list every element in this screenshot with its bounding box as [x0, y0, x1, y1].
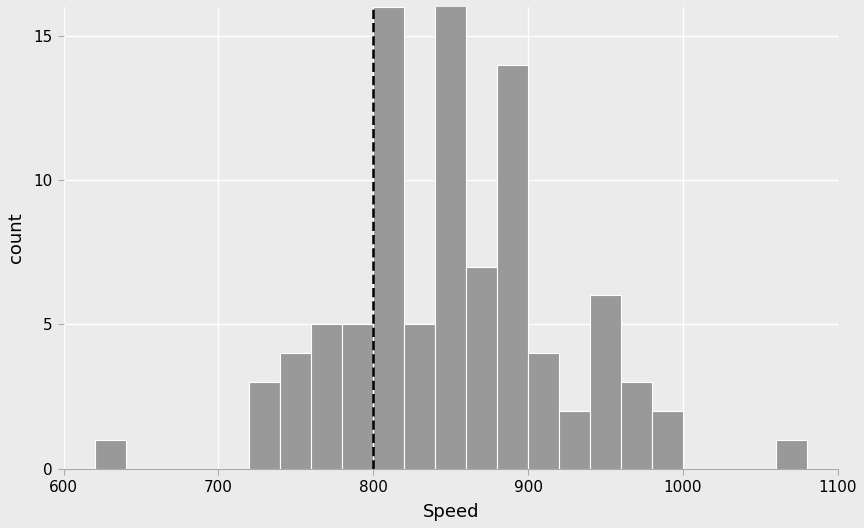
Bar [776, 440, 807, 469]
Bar [621, 382, 652, 469]
Bar [373, 7, 404, 469]
Bar [311, 324, 342, 469]
Bar [94, 440, 125, 469]
Bar [435, 0, 467, 469]
Bar [467, 267, 497, 469]
Bar [250, 382, 281, 469]
Y-axis label: count: count [7, 212, 25, 263]
Bar [652, 411, 683, 469]
Bar [559, 411, 590, 469]
Bar [281, 353, 311, 469]
Bar [528, 353, 559, 469]
X-axis label: Speed: Speed [422, 503, 479, 521]
Bar [342, 324, 373, 469]
Bar [590, 296, 621, 469]
Bar [404, 324, 435, 469]
Bar [497, 64, 528, 469]
